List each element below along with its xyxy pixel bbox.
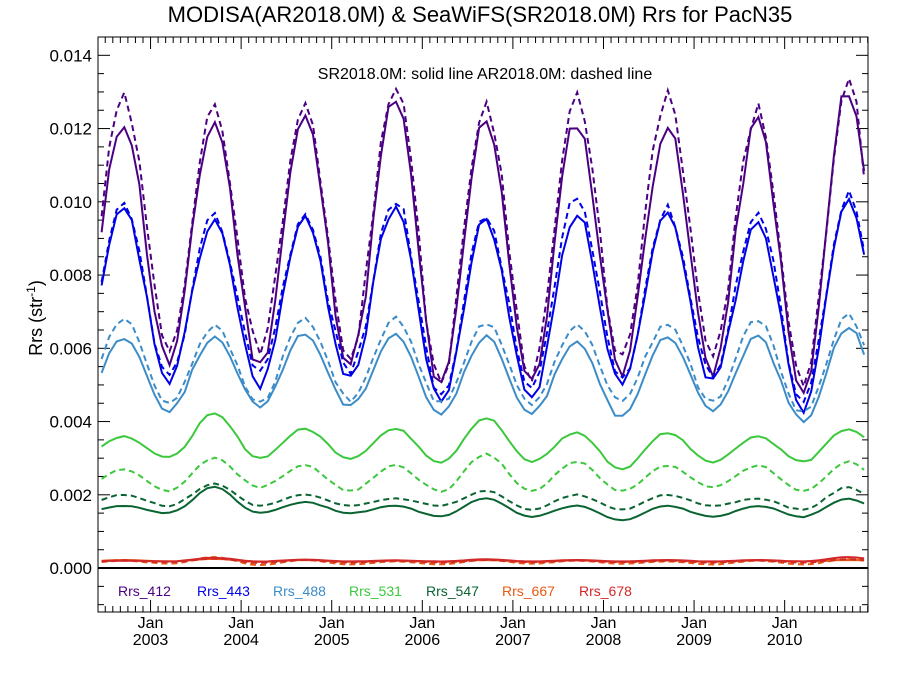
x-tick-label-year: 2003 <box>133 632 169 649</box>
x-tick-label-month: Jan <box>409 615 435 632</box>
y-axis-label: Rrs (str-1) <box>24 280 46 356</box>
y-tick-label: 0.002 <box>49 486 92 505</box>
legend-label-rrs-488: Rrs_488 <box>273 583 326 599</box>
y-axis-label-superscript: -1 <box>24 286 38 297</box>
x-tick-label-year: 2008 <box>586 632 622 649</box>
y-tick-label: 0.000 <box>49 559 92 578</box>
plot-area: 0.000 0.002 0.004 0.006 0.008 0.010 0.012 0.014… <box>49 36 869 649</box>
x-tick-label-month: Jan <box>591 615 617 632</box>
y-axis-label-tail: ) <box>26 280 46 286</box>
series-line-solid <box>100 95 866 396</box>
x-tick-label-month: Jan <box>681 615 707 632</box>
chart-title: MODISA(AR2018.0M) & SeaWiFS(SR2018.0M) R… <box>168 2 793 27</box>
series-line-solid <box>101 556 865 563</box>
series-group-rrs-678 <box>101 556 865 564</box>
series-line-dashed <box>100 312 866 413</box>
y-tick-label: 0.006 <box>49 339 92 358</box>
series-line-solid <box>101 412 865 471</box>
y-axis-label-main: Rrs (str <box>26 297 46 356</box>
legend-label-rrs-667: Rrs_667 <box>502 583 555 599</box>
series-line-solid <box>100 326 866 424</box>
x-tick-label-year: 2009 <box>676 632 712 649</box>
series-group-rrs-412 <box>100 75 866 396</box>
y-tick-label: 0.008 <box>49 266 92 285</box>
y-tick-label: 0.004 <box>49 413 92 432</box>
legend-label-rrs-412: Rrs_412 <box>118 583 171 599</box>
series-line-dashed <box>101 452 865 493</box>
x-tick-label-year: 2006 <box>405 632 441 649</box>
series-group-rrs-531 <box>101 412 865 493</box>
x-tick-label-month: Jan <box>319 615 345 632</box>
x-tick-label-month: Jan <box>772 615 798 632</box>
x-tick-label-year: 2005 <box>314 632 350 649</box>
x-tick-label-month: Jan <box>228 615 254 632</box>
x-tick-label-month: Jan <box>500 615 526 632</box>
series-group-rrs-547 <box>101 482 865 522</box>
x-tick-label-month: Jan <box>138 615 164 632</box>
series-group-rrs-443 <box>100 187 866 416</box>
legend-label-rrs-531: Rrs_531 <box>349 583 402 599</box>
y-tick-label: 0.010 <box>49 193 92 212</box>
series-group-rrs-488 <box>100 312 866 424</box>
legend-label-rrs-443: Rrs_443 <box>197 583 250 599</box>
x-tick-label-year: 2007 <box>495 632 531 649</box>
legend-label-rrs-678: Rrs_678 <box>579 583 632 599</box>
series-line-solid <box>100 196 866 416</box>
x-tick-label-year: 2004 <box>223 632 259 649</box>
legend-label-rrs-547: Rrs_547 <box>426 583 479 599</box>
y-tick-label: 0.014 <box>49 46 92 65</box>
x-tick-label-year: 2010 <box>767 632 803 649</box>
series-line-dashed <box>101 482 865 511</box>
line-style-annotation: SR2018.0M: solid line AR2018.0M: dashed … <box>318 66 653 83</box>
y-tick-label: 0.012 <box>49 120 92 139</box>
series-line-solid <box>101 485 865 522</box>
